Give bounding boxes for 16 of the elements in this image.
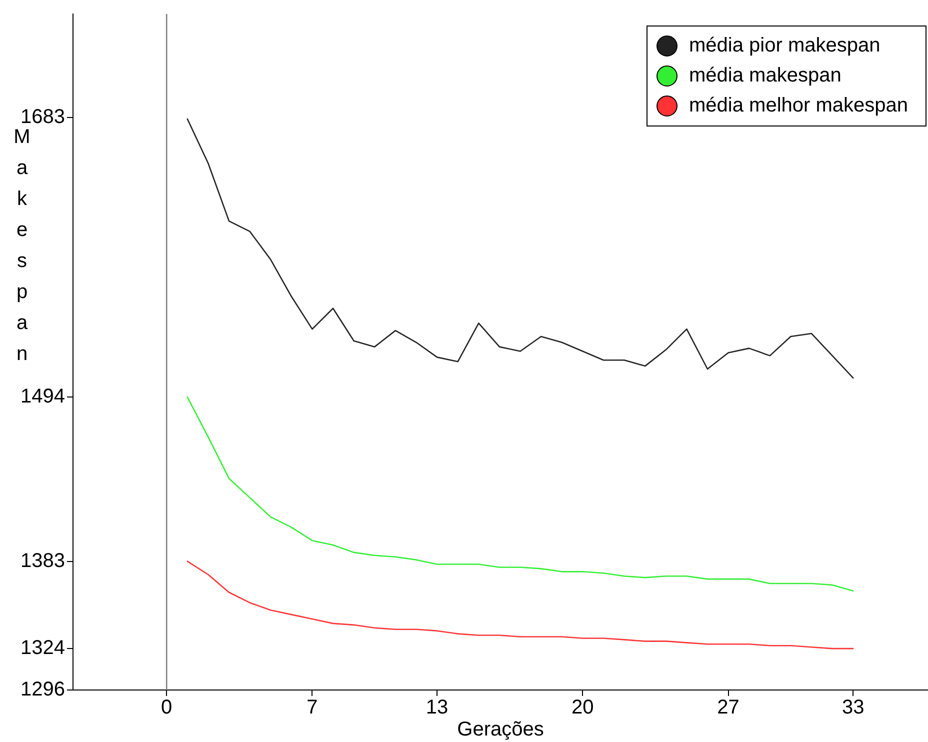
y-tick-label: 1683 (20, 106, 65, 128)
legend-label: média pior makespan (689, 34, 880, 57)
x-tick-label: 20 (572, 696, 594, 719)
x-tick-label: 33 (842, 696, 864, 719)
legend-label: média makespan (689, 64, 842, 87)
y-axis-title: Makespan (10, 126, 33, 374)
x-tick-label: 27 (717, 696, 740, 719)
legend-label: média melhor makespan (689, 94, 908, 117)
y-tick-label: 1324 (20, 637, 65, 660)
y-tick-label: 1296 (20, 678, 65, 701)
y-tick-label: 1383 (20, 550, 65, 572)
y-tick-label: 1494 (20, 386, 65, 408)
x-tick-label: 7 (306, 696, 318, 719)
x-tick-label: 13 (426, 696, 448, 719)
x-axis-title: Gerações (457, 718, 544, 741)
x-tick-label: 0 (161, 696, 172, 719)
